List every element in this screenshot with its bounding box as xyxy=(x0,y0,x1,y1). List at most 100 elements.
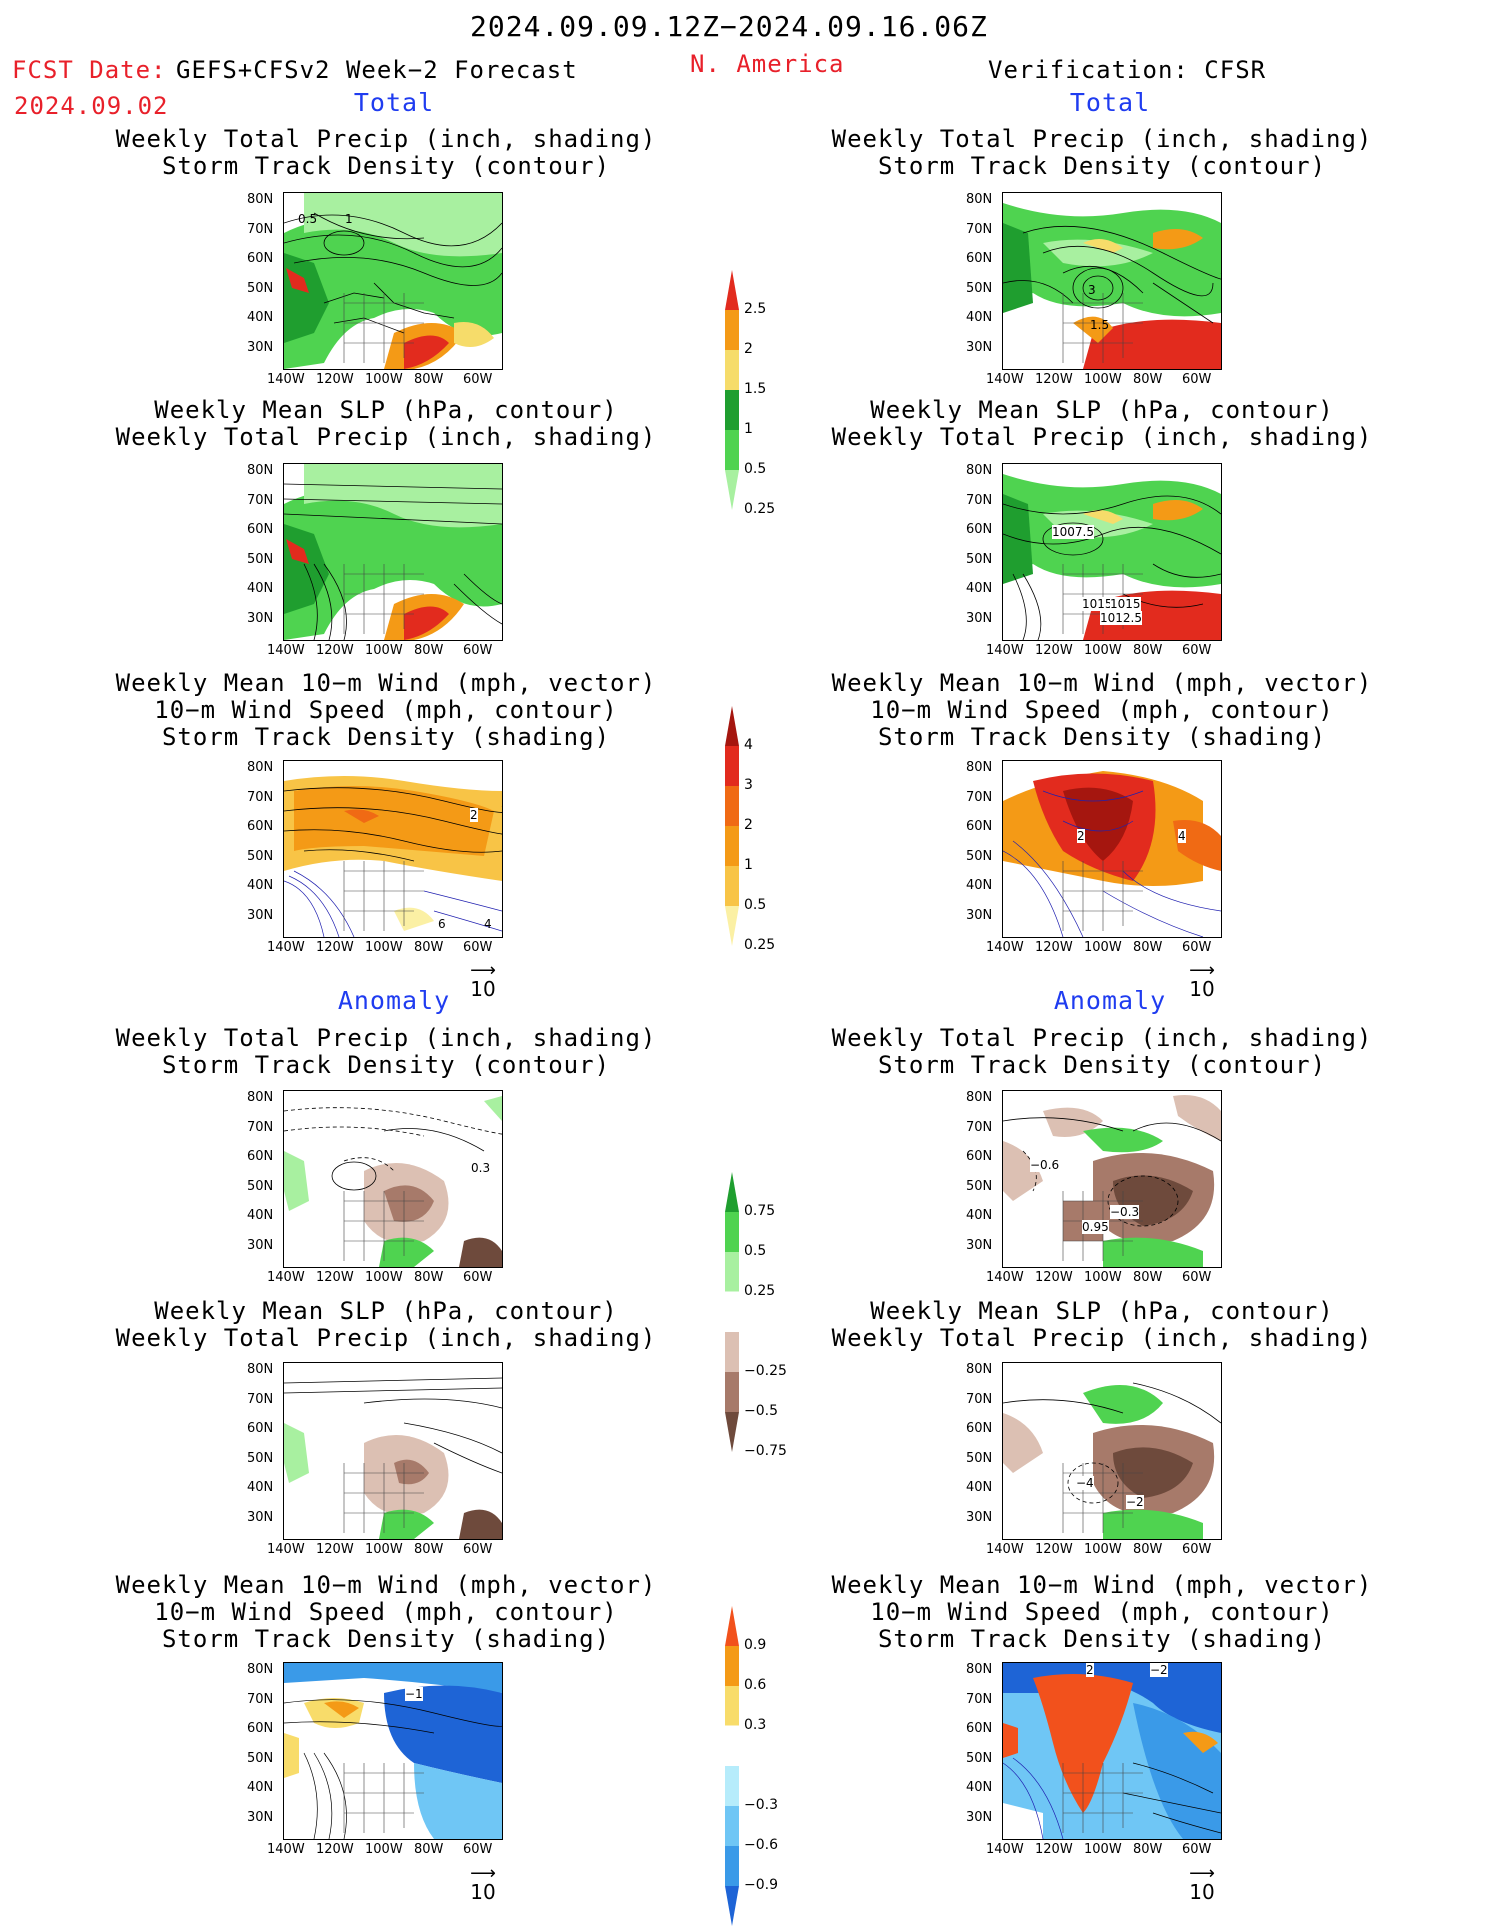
map-anomaly-slp-precip-forecast xyxy=(283,1362,503,1540)
colorbar-label: 0.6 xyxy=(744,1677,767,1693)
colorbar-swatch xyxy=(725,1646,739,1686)
lon-tick-label: 80W xyxy=(414,1842,444,1857)
colorbar-label: −0.6 xyxy=(744,1837,778,1853)
colorbar-label: −0.25 xyxy=(744,1363,787,1379)
colorbar-swatch xyxy=(725,1412,739,1452)
lat-tick-label: 60N xyxy=(966,1421,993,1436)
lat-tick-label: 30N xyxy=(966,907,993,923)
lon-tick-label: 60W xyxy=(463,372,493,387)
map-anomaly-precip-track-forecast xyxy=(283,1090,503,1268)
lon-tick-label: 100W xyxy=(365,940,403,955)
vector-ref-label: 10 xyxy=(470,1880,496,1904)
colorbar-label: 0.25 xyxy=(744,937,776,953)
colorbar-label: 2.5 xyxy=(744,301,767,317)
lon-tick-label: 140W xyxy=(986,372,1024,387)
lat-tick-label: 80N xyxy=(966,192,993,207)
colorbar-label: 0.5 xyxy=(744,1243,767,1259)
lon-tick-label: 60W xyxy=(1182,1270,1212,1285)
lat-tick-label: 40N xyxy=(966,878,993,893)
lat-tick-label: 60N xyxy=(966,1721,993,1736)
lon-tick-label: 80W xyxy=(414,940,444,955)
colorbar-swatch xyxy=(725,390,739,430)
lat-tick-label: 30N xyxy=(247,907,274,923)
title-line: Weekly Total Precip (inch, shading) xyxy=(831,423,1373,451)
lon-tick-label: 100W xyxy=(1084,372,1122,387)
lat-tick-label: 30N xyxy=(247,1809,274,1825)
contour-label: −4 xyxy=(1076,1476,1094,1490)
contour-label: 2 xyxy=(470,808,478,822)
lat-tick-label: 60N xyxy=(247,1421,274,1436)
lon-tick-label: 80W xyxy=(414,1270,444,1285)
map-total-wind-track-verification xyxy=(1002,760,1222,938)
section-anomaly-left: Anomaly xyxy=(337,986,451,1015)
title-ar3: Weekly Mean 10−m Wind (mph, vector) 10−m… xyxy=(782,1572,1422,1653)
contour-label: 0.5 xyxy=(298,212,318,226)
contour-label: −2 xyxy=(1126,1495,1144,1509)
lon-tick-label: 80W xyxy=(1133,1542,1163,1557)
date-range: 2024.09.09.12Z−2024.09.16.06Z xyxy=(470,10,988,43)
lon-tick-label: 140W xyxy=(986,1542,1024,1557)
contour-label: 1 xyxy=(345,212,353,226)
title-line: Weekly Mean 10−m Wind (mph, vector) xyxy=(115,1571,657,1599)
lat-tick-label: 70N xyxy=(966,1391,993,1407)
lat-tick-label: 70N xyxy=(966,1119,993,1135)
lat-tick-label: 50N xyxy=(966,280,993,296)
lon-tick-label: 60W xyxy=(463,940,493,955)
lat-tick-label: 80N xyxy=(247,1090,274,1105)
lat-tick-label: 60N xyxy=(247,819,274,834)
colorbar-swatch xyxy=(725,1806,739,1846)
colorbar-swatch xyxy=(725,350,739,390)
lon-tick-label: 140W xyxy=(986,940,1024,955)
colorbar-label: −0.3 xyxy=(744,1797,778,1813)
region-label: N. America xyxy=(690,50,845,78)
lon-tick-label: 120W xyxy=(316,1542,354,1557)
lat-tick-label: 30N xyxy=(966,339,993,355)
title-line: Weekly Total Precip (inch, shading) xyxy=(831,125,1373,153)
title-line: 10−m Wind Speed (mph, contour) xyxy=(154,696,618,724)
title-line: Storm Track Density (contour) xyxy=(877,1051,1327,1079)
arrow-right-icon: ⟶ xyxy=(470,1863,496,1884)
title-r1: Weekly Total Precip (inch, shading) Stor… xyxy=(782,126,1422,180)
section-anomaly-right: Anomaly xyxy=(1053,986,1167,1015)
colorbar-label: 1.5 xyxy=(744,381,767,397)
verification-label: Verification: CFSR xyxy=(988,56,1267,84)
title-line: Weekly Mean SLP (hPa, contour) xyxy=(870,1297,1334,1325)
colorbar-swatch xyxy=(725,1766,739,1806)
title-line: 10−m Wind Speed (mph, contour) xyxy=(870,1598,1334,1626)
title-line: Weekly Mean SLP (hPa, contour) xyxy=(154,396,618,424)
contour-label: −2 xyxy=(1150,1663,1168,1677)
title-line: Storm Track Density (contour) xyxy=(161,152,611,180)
title-line: Weekly Total Precip (inch, shading) xyxy=(831,1024,1373,1052)
title-r3: Weekly Mean 10−m Wind (mph, vector) 10−m… xyxy=(782,670,1422,751)
title-l3: Weekly Mean 10−m Wind (mph, vector) 10−m… xyxy=(66,670,706,751)
colorbar-anom_track xyxy=(724,1606,740,1926)
colorbar-swatch xyxy=(725,1372,739,1412)
map-anomaly-precip-track-verification xyxy=(1002,1090,1222,1268)
map-total-wind-track-forecast xyxy=(283,760,503,938)
lat-tick-label: 70N xyxy=(966,221,993,237)
lon-tick-label: 140W xyxy=(986,1842,1024,1857)
title-line: Weekly Total Precip (inch, shading) xyxy=(115,423,657,451)
lon-tick-label: 80W xyxy=(414,643,444,658)
colorbar-swatch xyxy=(725,866,739,906)
fcst-date-label: FCST Date: xyxy=(12,56,167,84)
colorbar-label: −0.5 xyxy=(744,1403,778,1419)
lon-tick-label: 100W xyxy=(365,372,403,387)
lon-tick-label: 80W xyxy=(1133,643,1163,658)
lat-tick-label: 50N xyxy=(247,280,274,296)
lat-tick-label: 50N xyxy=(966,1178,993,1194)
vector-reference-ar3: ⟶ 10 xyxy=(1182,1865,1222,1905)
colorbar-label: 2 xyxy=(744,817,753,833)
vector-ref-label: 10 xyxy=(1189,1880,1215,1904)
lon-tick-label: 120W xyxy=(1035,1270,1073,1285)
colorbar-swatch xyxy=(725,1332,739,1372)
colorbar-label: 0.25 xyxy=(744,1283,776,1299)
title-line: Storm Track Density (shading) xyxy=(161,1625,611,1653)
lon-tick-label: 60W xyxy=(1182,643,1212,658)
colorbar-swatch xyxy=(725,706,739,746)
lat-tick-label: 30N xyxy=(966,610,993,626)
lon-tick-label: 60W xyxy=(463,1542,493,1557)
lat-tick-label: 80N xyxy=(247,1362,274,1377)
lat-tick-label: 50N xyxy=(966,1750,993,1766)
lon-tick-label: 120W xyxy=(1035,643,1073,658)
